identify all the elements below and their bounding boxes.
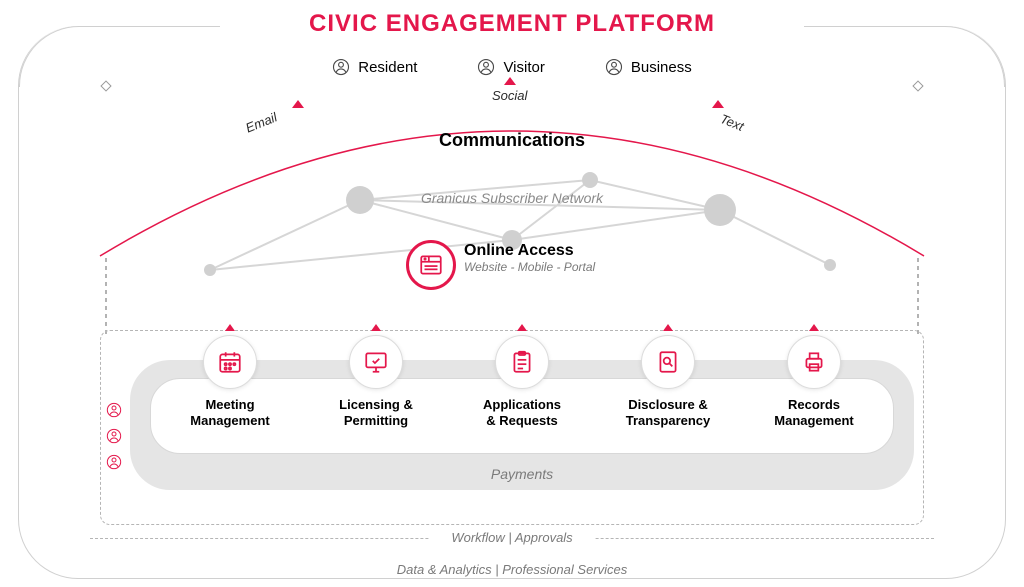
service-icon-circle <box>641 335 695 389</box>
services-row: MeetingManagement Licensing &Permitting … <box>160 335 884 430</box>
person-icon <box>332 58 350 76</box>
arc-arrow <box>712 100 724 108</box>
online-access-text: Online Access Website - Mobile - Portal <box>464 242 595 274</box>
arc-arrow <box>504 77 516 85</box>
side-audience-icons <box>106 402 122 470</box>
online-access-sub: Website - Mobile - Portal <box>464 260 595 274</box>
service-icon-circle <box>495 335 549 389</box>
online-access-title: Online Access <box>464 242 595 260</box>
service-label: RecordsManagement <box>744 397 884 430</box>
up-arrow-icon <box>809 324 819 331</box>
service-icon-circle <box>787 335 841 389</box>
doc-search-icon <box>655 349 681 375</box>
printer-icon <box>801 349 827 375</box>
audience-label: Resident <box>358 59 417 76</box>
clipboard-icon <box>509 349 535 375</box>
service-icon-circle <box>349 335 403 389</box>
channel-social: Social <box>492 88 527 103</box>
service-licensing-permitting: Licensing &Permitting <box>306 335 446 430</box>
service-disclosure-transparency: Disclosure &Transparency <box>598 335 738 430</box>
service-meeting-management: MeetingManagement <box>160 335 300 430</box>
up-arrow-icon <box>517 324 527 331</box>
person-icon <box>605 58 623 76</box>
person-icon <box>477 58 495 76</box>
gsn-label: Granicus Subscriber Network <box>0 190 1024 206</box>
service-label: Disclosure &Transparency <box>598 397 738 430</box>
audience-resident: Resident <box>332 58 417 76</box>
service-records-management: RecordsManagement <box>744 335 884 430</box>
person-icon <box>106 402 122 418</box>
up-arrow-icon <box>225 324 235 331</box>
up-arrow-icon <box>663 324 673 331</box>
audience-label: Visitor <box>503 59 544 76</box>
person-icon <box>106 454 122 470</box>
service-label: MeetingManagement <box>160 397 300 430</box>
service-label: Licensing &Permitting <box>306 397 446 430</box>
payments-label: Payments <box>130 466 914 482</box>
browser-icon <box>418 252 444 278</box>
up-arrow-icon <box>371 324 381 331</box>
service-applications-requests: Applications& Requests <box>452 335 592 430</box>
monitor-check-icon <box>363 349 389 375</box>
footer-label: Data & Analytics | Professional Services <box>370 562 654 577</box>
calendar-icon <box>217 349 243 375</box>
service-label: Applications& Requests <box>452 397 592 430</box>
online-access-icon-circle <box>406 240 456 290</box>
audience-row: Resident Visitor Business <box>0 58 1024 76</box>
communications-label: Communications <box>0 130 1024 151</box>
workflow-label: Workflow | Approvals <box>430 530 594 545</box>
service-icon-circle <box>203 335 257 389</box>
audience-visitor: Visitor <box>477 58 544 76</box>
person-icon <box>106 428 122 444</box>
audience-business: Business <box>605 58 692 76</box>
audience-label: Business <box>631 59 692 76</box>
arc-arrow <box>292 100 304 108</box>
